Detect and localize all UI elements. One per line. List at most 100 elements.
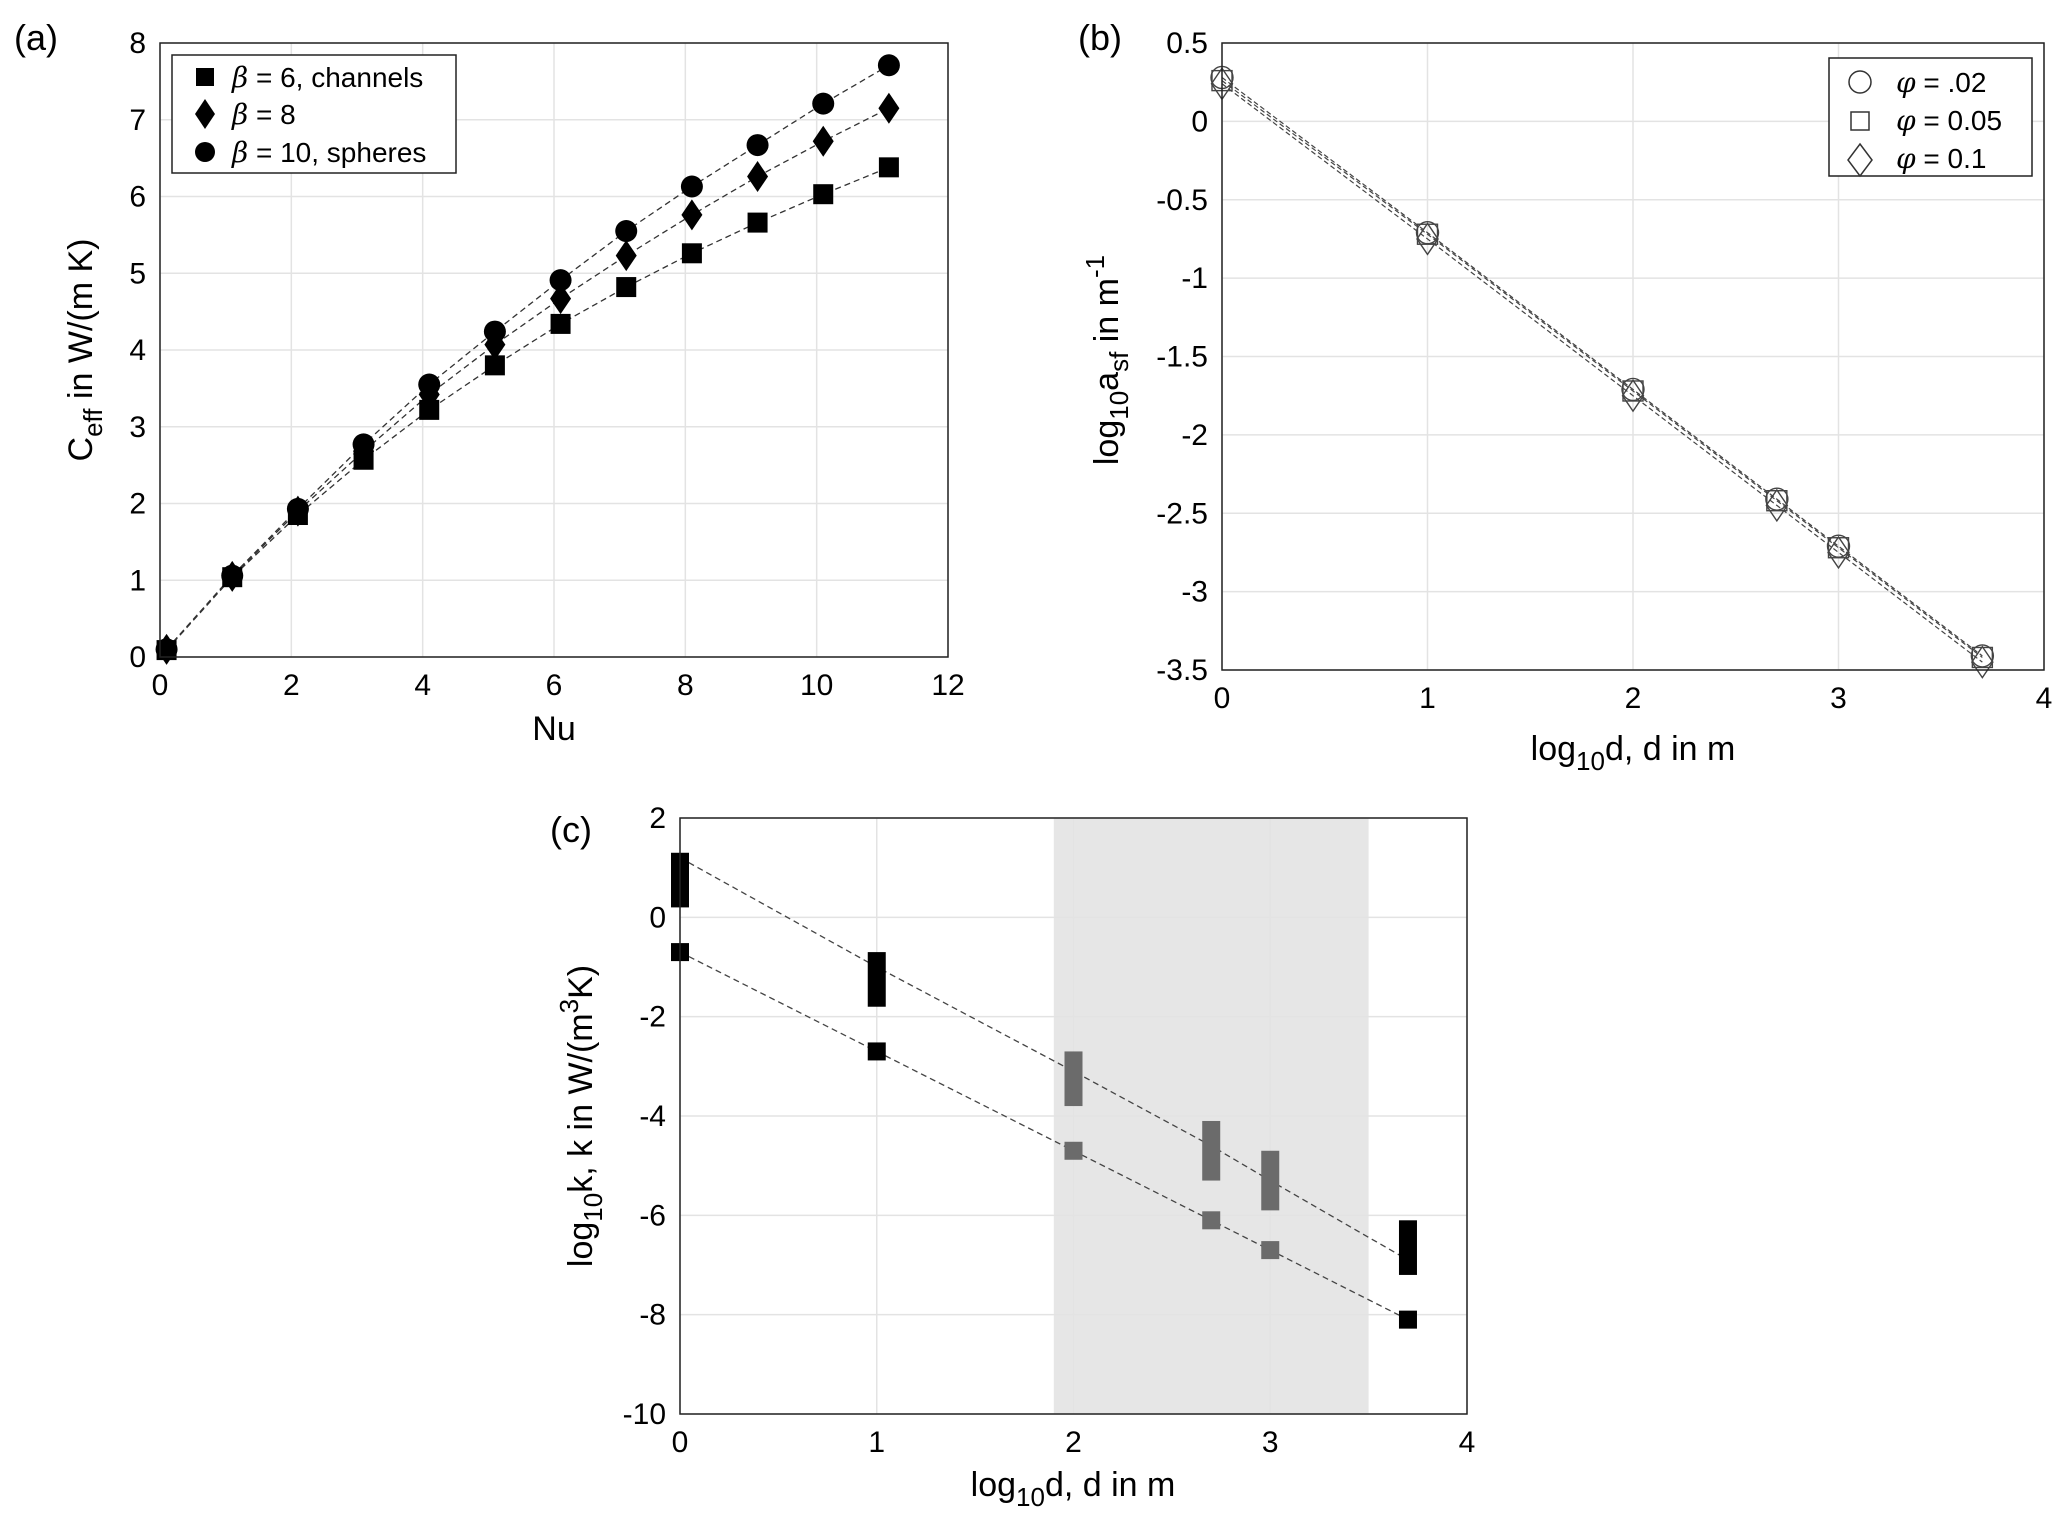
y-axis-label-a: Ceff in W/(m K) [62,239,108,462]
data-point-diamond [878,92,900,124]
series-line [166,64,890,650]
x-tick-label: 2 [283,669,300,702]
upper-range-bar [867,952,886,1007]
y-tick-label: -2 [1181,419,1208,452]
x-tick-label: 3 [1262,1426,1279,1459]
data-point-circle [221,564,244,587]
y-axis-label-c: log10k, k in W/(m3K) [554,965,608,1267]
x-tick-label: 3 [1830,682,1847,715]
y-tick-label: -1.5 [1156,341,1208,374]
y-tick-label: 2 [649,802,666,835]
data-point-circle [746,134,769,157]
x-tick-label: 6 [546,669,563,702]
data-point-diamond-open [1827,535,1850,570]
x-tick-label: 12 [931,669,964,702]
data-point-square [484,355,505,376]
data-point-diamond [812,125,834,157]
x-tick-label: 0 [1214,682,1231,715]
legend-open-circle-marker [1848,70,1872,94]
y-tick-label: 6 [129,181,146,214]
y-tick-label: -8 [639,1299,666,1332]
y-axis-label-b: log10asf in m-1 [1080,255,1134,465]
data-point-diamond [747,161,769,193]
y-tick-label: 5 [129,257,146,290]
y-tick-label: 4 [129,334,146,367]
upper-range-bar [1261,1150,1280,1211]
x-tick-label: 2 [1625,682,1642,715]
legend-entry-phi002: φ = .02 [1896,66,1986,99]
lower-data-point [867,1042,886,1061]
legend-entry-phi005: φ = 0.05 [1896,104,2002,137]
legend-diamond-marker [195,99,215,129]
data-point-diamond-open [1971,645,1994,679]
y-tick-label: -6 [639,1199,666,1232]
data-point-circle [286,497,309,520]
y-tick-label: -1 [1181,262,1208,295]
x-axis-label-a: Nu [532,710,575,748]
data-point-circle [680,175,703,198]
legend-open-square-marker [1850,111,1870,131]
legend-b: φ = .02 φ = 0.05 φ = 0.1 [1828,57,2033,178]
data-point-diamond [550,283,572,315]
y-tick-label: 8 [129,27,146,60]
y-tick-label: 0.5 [1166,27,1208,60]
upper-range-bar [1064,1051,1083,1107]
x-axis-label-c: log10d, d in m [971,1466,1176,1512]
upper-range-bar [1398,1220,1417,1275]
data-point-diamond-open [1416,222,1439,256]
y-tick-label: -10 [623,1398,666,1431]
lower-fit-line [679,951,1409,1321]
y-tick-label: 0 [129,641,146,674]
axes-frame-a [159,42,949,658]
series-line [166,166,890,651]
y-tick-label: 0 [1191,105,1208,138]
x-tick-label: 1 [868,1426,885,1459]
legend-a: β = 6, channels β = 8 β = 10, spheres [171,54,457,174]
y-tick-label: -3.5 [1156,654,1208,687]
x-tick-label: 0 [152,669,169,702]
data-point-circle [352,433,375,456]
data-point-circle [877,54,900,77]
series-line [1221,83,1983,663]
axes-frame-b [1221,42,2045,671]
series-line [1221,80,1983,658]
legend-entry-beta10: β = 10, spheres [231,136,426,169]
legend-square-marker [196,68,214,86]
data-point-square [747,212,768,233]
y-tick-label: 7 [129,104,146,137]
y-tick-label: -2.5 [1156,497,1208,530]
legend-circle-marker [195,142,215,162]
chart-c: (c) 0 1 2 3 4 2 0 -2 -4 -6 -8 -10 log10d, d in m lo… [550,802,1475,1512]
y-tick-label: 0 [649,901,666,934]
x-tick-label: 0 [672,1426,689,1459]
y-tick-label: -2 [639,1001,666,1034]
x-tick-label: 2 [1065,1426,1082,1459]
legend-entry-beta8: β = 8 [231,98,296,131]
data-point-diamond-open [1621,378,1645,413]
x-axis-label-b: log10d, d in m [1531,730,1736,776]
lower-data-point [1261,1241,1280,1260]
x-tick-label: 8 [677,669,694,702]
data-point-square [878,157,899,178]
legend-open-diamond-marker [1847,142,1873,178]
data-point-circle [155,638,178,661]
axes-frame-c [679,817,1468,1415]
x-tick-label: 1 [1419,682,1436,715]
data-point-circle [483,320,506,343]
panel-label-c: (c) [550,809,592,850]
data-point-circle [549,269,572,292]
data-point-square [681,243,702,264]
y-tick-label: -4 [639,1100,666,1133]
lower-data-point [1398,1310,1417,1329]
legend-entry-phi01: φ = 0.1 [1896,142,1986,175]
lower-data-point [1064,1141,1083,1160]
x-tick-label: 4 [2036,682,2053,715]
x-tick-label: 4 [1459,1426,1476,1459]
data-point-square [550,313,571,334]
x-tick-label: 10 [800,669,833,702]
lower-data-point [1202,1211,1221,1230]
series-line [166,107,890,650]
x-tick-label: 4 [414,669,431,702]
